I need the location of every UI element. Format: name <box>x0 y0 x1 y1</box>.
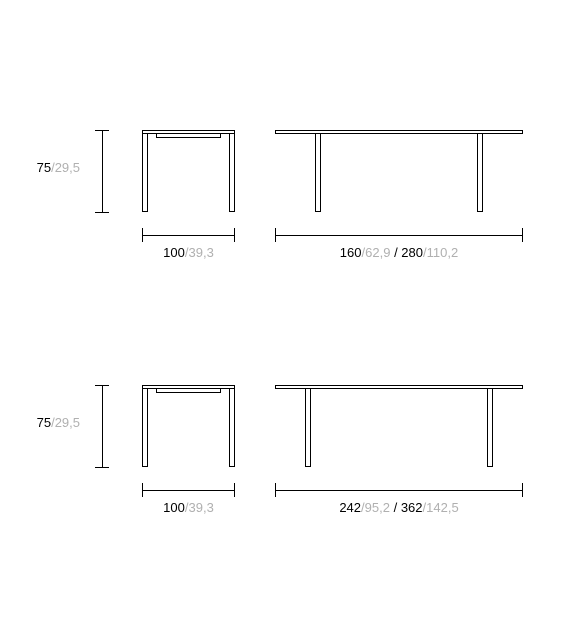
dim-bar <box>275 490 523 491</box>
front-in-a: 95,2 <box>365 500 390 515</box>
table-side-view <box>142 130 235 212</box>
table-side-view <box>142 385 235 467</box>
height-in: 29,5 <box>55 415 80 430</box>
front-cm-a: 242 <box>339 500 361 515</box>
dim-bar <box>102 130 103 212</box>
table-front-view <box>275 130 523 212</box>
front-cm-a: 160 <box>340 245 362 260</box>
dim-tick <box>522 228 523 242</box>
dim-tick <box>522 483 523 497</box>
front-cm-b: 280 <box>401 245 423 260</box>
side-in: 39,3 <box>189 245 214 260</box>
dim-bar <box>142 490 235 491</box>
height-cm: 75 <box>37 415 51 430</box>
side-in: 39,3 <box>189 500 214 515</box>
dim-tick <box>234 228 235 242</box>
width-label-side: 100/39,3 <box>142 245 235 260</box>
diagram-row-2: 75/29,5 100/39,3 242/95,2 / 362/142,5 <box>0 385 574 515</box>
width-label-front: 160/62,9 / 280/110,2 <box>275 245 523 260</box>
dim-bar <box>102 385 103 467</box>
dim-tick <box>95 467 109 468</box>
height-cm: 75 <box>37 160 51 175</box>
height-in: 29,5 <box>55 160 80 175</box>
front-in-b: 110,2 <box>427 245 459 260</box>
front-in-a: 62,9 <box>365 245 390 260</box>
dim-tick <box>234 483 235 497</box>
height-label: 75/29,5 <box>20 415 80 430</box>
diagram-row-1: 75/29,5 100/39,3 160/62,9 / 280/110,2 <box>0 130 574 260</box>
height-label: 75/29,5 <box>20 160 80 175</box>
dim-tick <box>95 212 109 213</box>
front-in-b: 142,5 <box>426 500 459 515</box>
side-cm: 100 <box>163 500 185 515</box>
dim-bar <box>142 235 235 236</box>
width-label-front: 242/95,2 / 362/142,5 <box>275 500 523 515</box>
front-cm-b: 362 <box>401 500 423 515</box>
side-cm: 100 <box>163 245 185 260</box>
width-label-side: 100/39,3 <box>142 500 235 515</box>
table-front-view <box>275 385 523 467</box>
dim-bar <box>275 235 523 236</box>
